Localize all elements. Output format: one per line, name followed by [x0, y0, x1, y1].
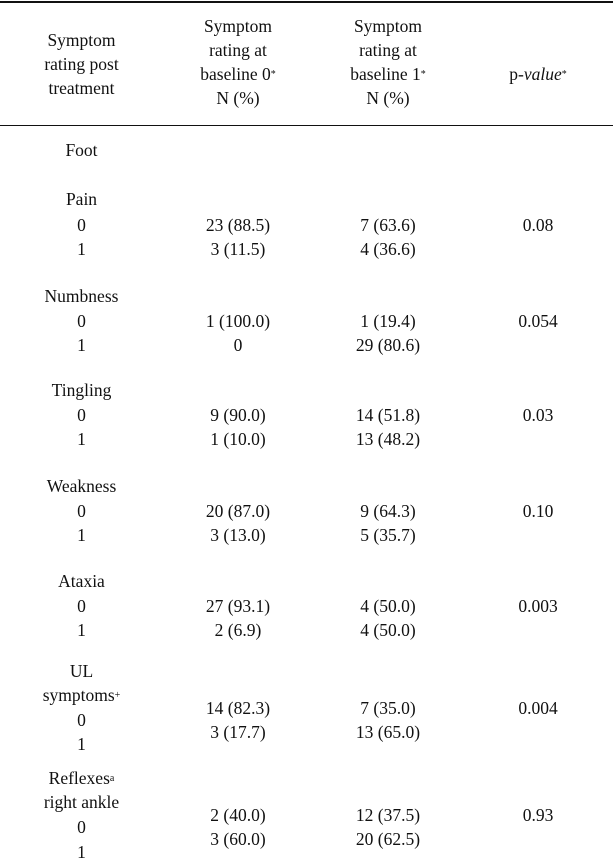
baseline0-cell: 23 (88.5)	[205, 215, 271, 235]
group-label-ul-symptoms: symptoms+	[42, 685, 121, 705]
baseline1-cell: 4 (50.0)	[360, 620, 416, 640]
level-cell: 1	[77, 525, 86, 545]
baseline1-cell: 29 (80.6)	[355, 335, 421, 355]
group-label-ul: UL	[69, 661, 94, 681]
level-cell: 1	[77, 620, 86, 640]
level-cell: 1	[77, 734, 86, 754]
p-value-cell: 0.054	[518, 311, 558, 331]
header-col3-line4: N (%)	[366, 88, 410, 108]
group-label-weakness: Weakness	[46, 476, 117, 496]
p-value-cell: 0.93	[522, 805, 554, 825]
baseline1-cell: 9 (64.3)	[360, 501, 416, 521]
baseline1-cell: 7 (63.6)	[360, 215, 416, 235]
baseline1-cell: 13 (65.0)	[355, 722, 421, 742]
p-value-cell: 0.003	[518, 596, 558, 616]
level-cell: 0	[77, 405, 86, 425]
baseline0-cell: 9 (90.0)	[210, 405, 266, 425]
baseline0-cell: 1 (10.0)	[210, 429, 266, 449]
baseline1-cell: 4 (36.6)	[360, 239, 416, 259]
baseline0-cell: 0	[233, 335, 243, 355]
baseline0-cell: 3 (13.0)	[210, 525, 266, 545]
level-cell: 0	[77, 710, 86, 730]
baseline1-cell: 7 (35.0)	[360, 698, 416, 718]
level-cell: 1	[77, 335, 86, 355]
header-col3-line3: baseline 1*	[350, 64, 426, 84]
group-label-right-ankle: right ankle	[43, 792, 120, 812]
header-col4: p-value*	[509, 64, 567, 84]
baseline0-cell: 14 (82.3)	[205, 698, 271, 718]
group-label-ataxia: Ataxia	[58, 571, 105, 591]
header-col1-line1: Symptom	[47, 30, 116, 50]
baseline0-cell: 20 (87.0)	[205, 501, 271, 521]
baseline1-cell: 1 (19.4)	[360, 311, 416, 331]
header-col2-line3: baseline 0*	[200, 64, 276, 84]
p-value-cell: 0.03	[522, 405, 554, 425]
level-cell: 1	[77, 842, 86, 862]
baseline1-cell: 4 (50.0)	[360, 596, 416, 616]
group-label-reflexes: Reflexesa	[48, 768, 115, 788]
group-label-tingling: Tingling	[51, 380, 112, 400]
baseline1-cell: 14 (51.8)	[355, 405, 421, 425]
baseline0-cell: 27 (93.1)	[205, 596, 271, 616]
baseline0-cell: 1 (100.0)	[205, 311, 271, 331]
header-col2-line1: Symptom	[203, 16, 273, 36]
header-col1-line3: treatment	[48, 78, 115, 98]
p-value-cell: 0.10	[522, 501, 554, 521]
p-value-cell: 0.004	[518, 698, 558, 718]
p-value-cell: 0.08	[522, 215, 554, 235]
top-rule	[0, 1, 613, 3]
header-col2-line2: rating at	[209, 40, 267, 60]
header-col1-line2: rating post	[44, 54, 119, 74]
header-col3-line1: Symptom	[353, 16, 423, 36]
group-label-pain: Pain	[65, 189, 98, 209]
level-cell: 0	[77, 596, 86, 616]
baseline0-cell: 3 (17.7)	[210, 722, 266, 742]
baseline1-cell: 13 (48.2)	[355, 429, 421, 449]
baseline1-cell: 20 (62.5)	[355, 829, 421, 849]
level-cell: 0	[77, 215, 86, 235]
level-cell: 0	[77, 501, 86, 521]
level-cell: 0	[77, 311, 86, 331]
header-col2-line4: N (%)	[216, 88, 260, 108]
level-cell: 1	[77, 429, 86, 449]
level-cell: 0	[77, 817, 86, 837]
baseline0-cell: 3 (60.0)	[210, 829, 266, 849]
level-cell: 1	[77, 239, 86, 259]
baseline1-cell: 12 (37.5)	[355, 805, 421, 825]
group-label-numbness: Numbness	[44, 286, 119, 306]
section-foot-label: Foot	[65, 140, 98, 160]
baseline1-cell: 5 (35.7)	[360, 525, 416, 545]
baseline0-cell: 2 (40.0)	[210, 805, 266, 825]
baseline0-cell: 3 (11.5)	[210, 239, 266, 259]
baseline0-cell: 2 (6.9)	[214, 620, 262, 640]
header-rule	[0, 125, 613, 126]
header-col3-line2: rating at	[359, 40, 417, 60]
